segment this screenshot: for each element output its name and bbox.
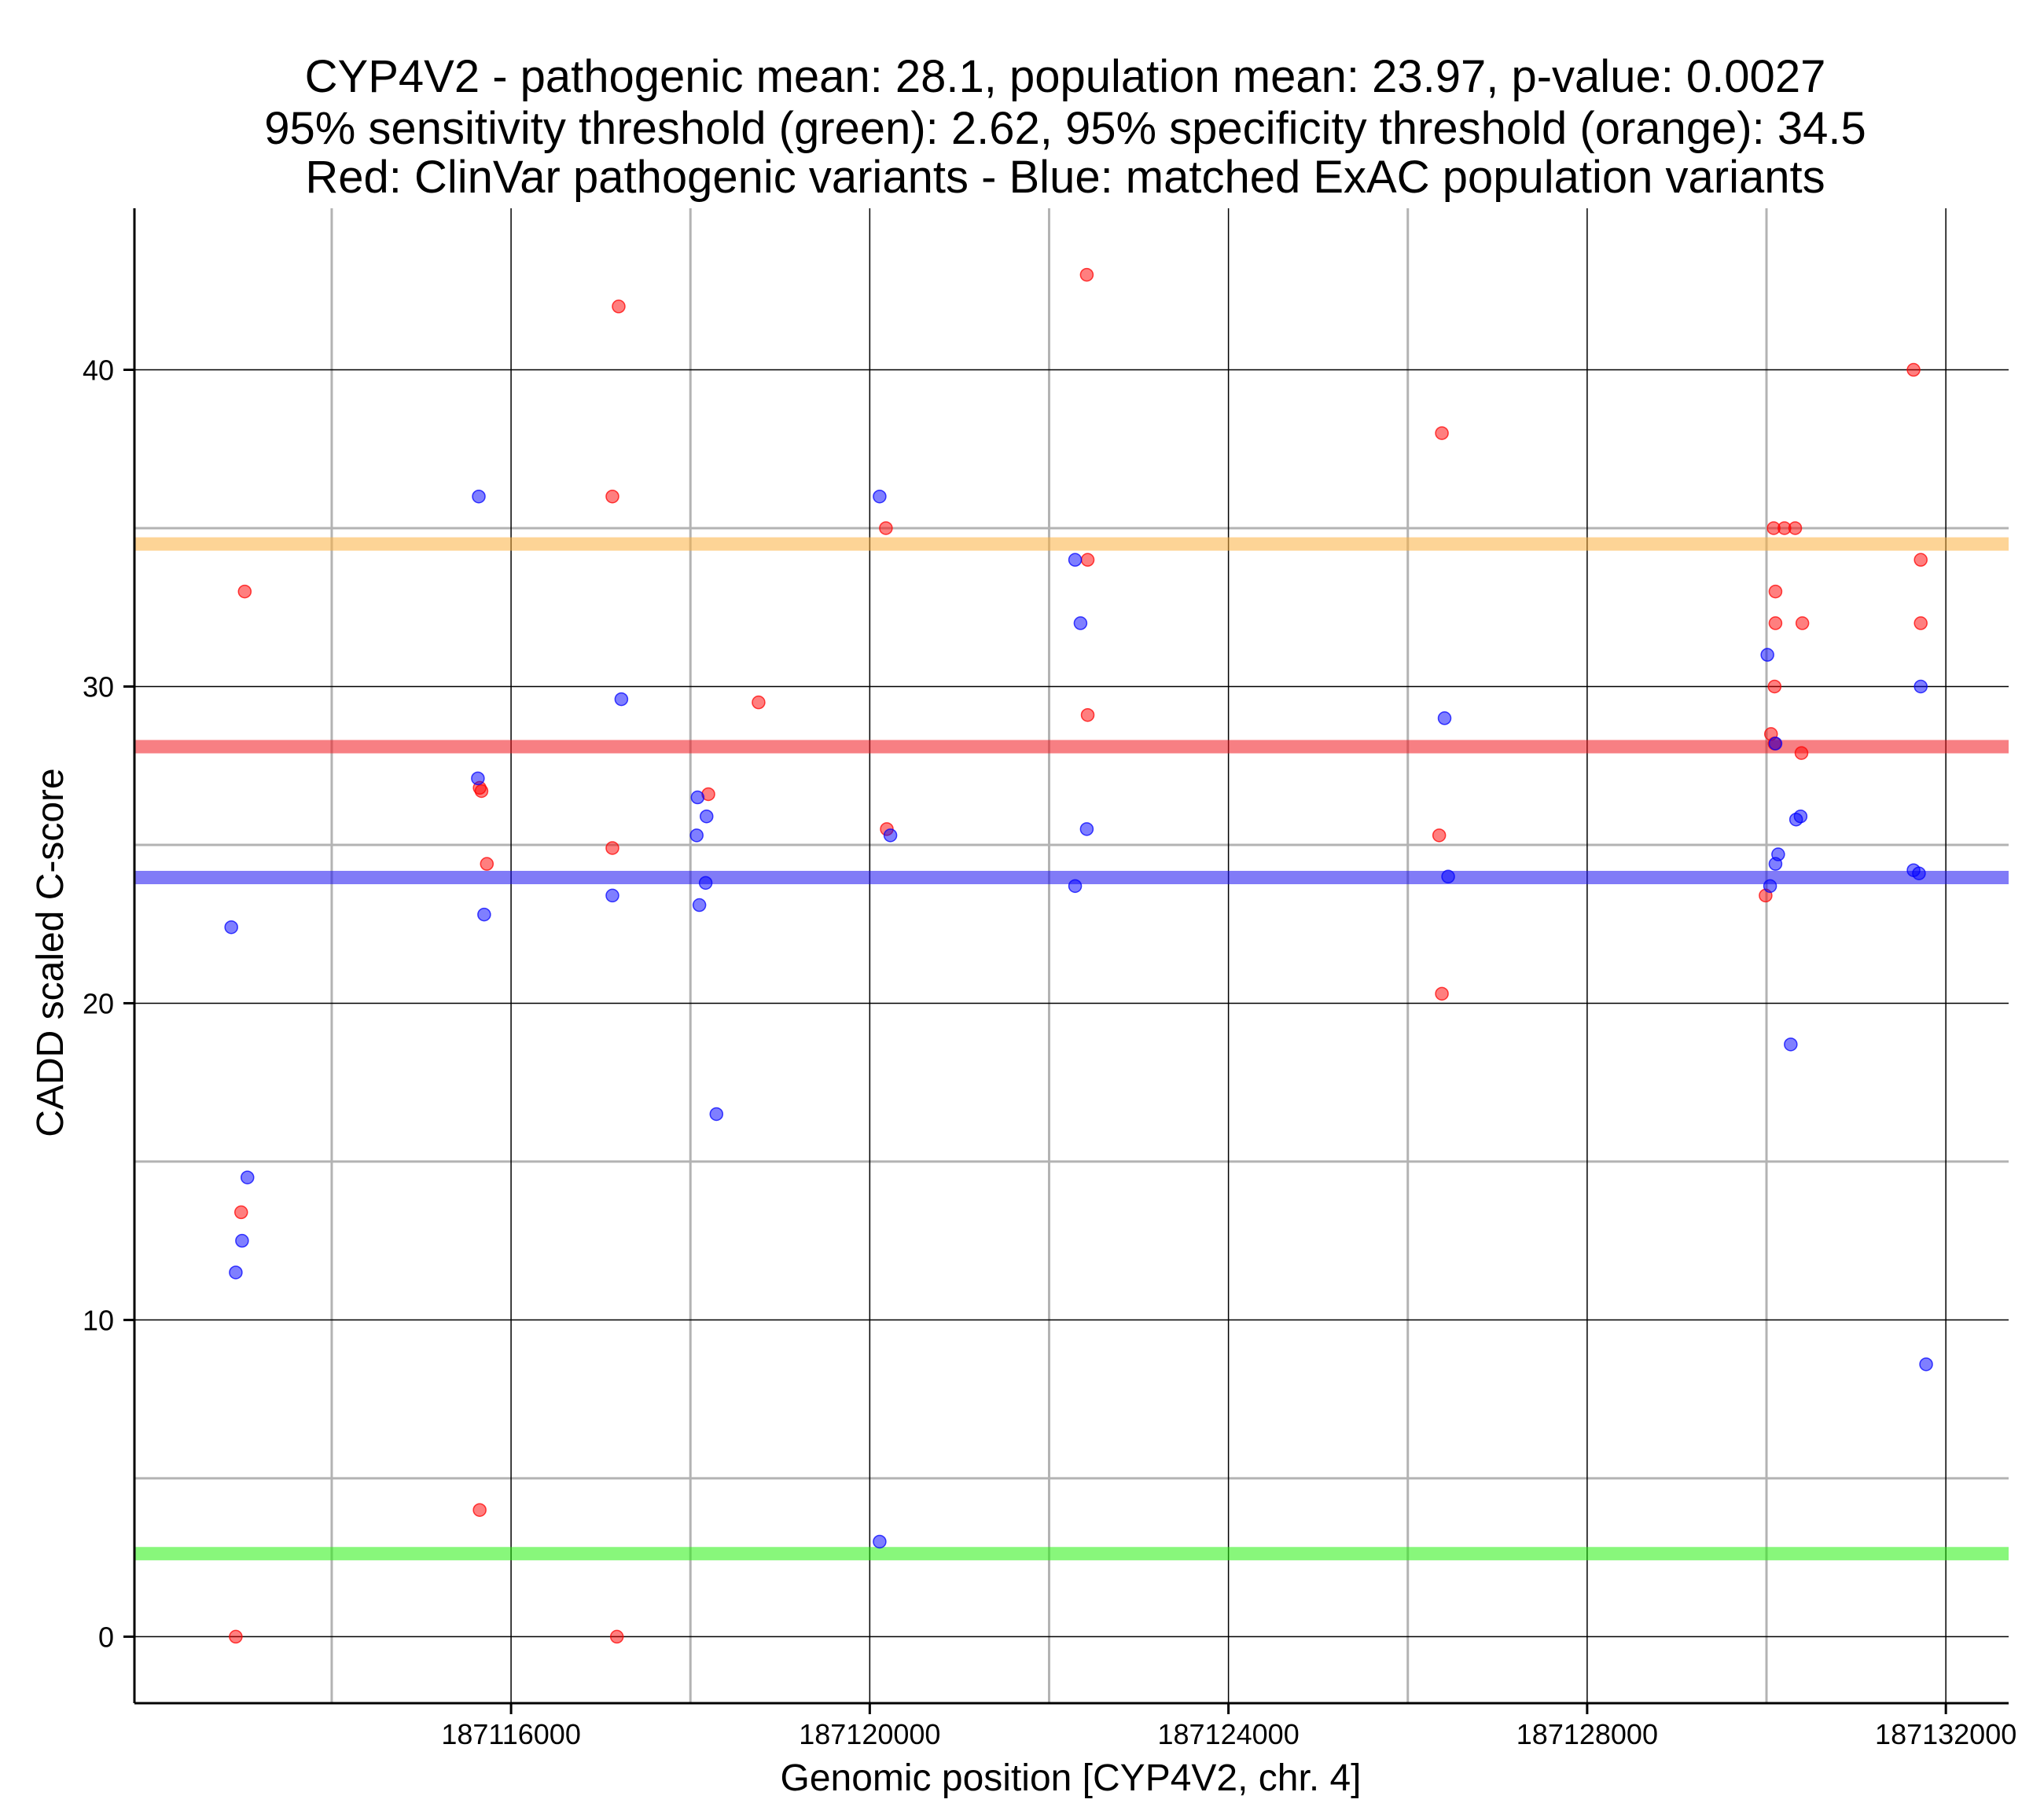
y-tick-label: 30	[83, 670, 114, 703]
pathogenic-variant-point	[474, 784, 489, 799]
population-variant-point	[477, 907, 491, 922]
population-variant-point	[240, 1170, 255, 1184]
title-line-1: CYP4V2 - pathogenic mean: 28.1, populati…	[305, 51, 1826, 102]
population-variant-point	[692, 898, 707, 913]
y-tick-label: 40	[83, 354, 114, 387]
population-variant-point	[873, 1534, 887, 1549]
pathogenic-variant-point	[1435, 426, 1449, 440]
population-variant-point	[1919, 1357, 1933, 1372]
population-variant-point	[1068, 879, 1083, 894]
pathogenic-variant-point	[480, 857, 494, 871]
y-tick-label: 10	[83, 1304, 114, 1336]
pathogenic-variant-point	[609, 1629, 624, 1644]
population-variant-point	[690, 790, 705, 805]
x-tick-label: 187132000	[1875, 1718, 2016, 1750]
pathogenic-variant-point	[237, 584, 252, 599]
pathogenic-variant-point	[612, 299, 626, 314]
population-variant-point	[1768, 857, 1783, 871]
pathogenic-variant-point	[1794, 746, 1809, 760]
population-variant-point	[1793, 809, 1808, 824]
population-variant-point	[614, 692, 629, 707]
population-variant-point	[1073, 616, 1088, 630]
axis-ticks: 187116000 187120000 187124000 187128000 1871…	[83, 354, 2016, 1750]
x-tick-label: 187120000	[799, 1718, 940, 1750]
population-variant-point	[1784, 1037, 1798, 1052]
population-variant-point	[1441, 869, 1455, 884]
y-tick-label: 0	[98, 1621, 114, 1653]
pathogenic-variant-point	[1768, 616, 1783, 630]
pathogenic-variant-point	[1913, 553, 1928, 567]
y-tick-label: 20	[83, 987, 114, 1019]
pathogenic-variant-point	[605, 489, 619, 504]
pathogenic-variants-series	[229, 267, 1928, 1644]
population-variant-point	[1763, 879, 1777, 894]
population-variant-point	[689, 828, 704, 843]
population-variant-point	[709, 1107, 724, 1122]
population-variant-point	[699, 809, 714, 824]
population-variant-point	[1768, 736, 1783, 751]
population-variant-point	[224, 920, 238, 935]
pathogenic-variant-point	[879, 521, 893, 535]
population-variant-point	[698, 876, 713, 890]
pathogenic-variant-point	[1435, 986, 1449, 1001]
pathogenic-variant-point	[752, 695, 766, 710]
population-variant-point	[1912, 866, 1926, 880]
grid-layer	[134, 208, 2009, 1703]
x-tick-label: 187128000	[1516, 1718, 1658, 1750]
pathogenic-variant-point	[1080, 553, 1095, 567]
population-variant-point	[1079, 822, 1094, 836]
population-variant-point	[1913, 679, 1928, 694]
pathogenic-variant-point	[1079, 267, 1094, 282]
population-variant-point	[235, 1233, 249, 1248]
pathogenic-variant-point	[233, 1205, 248, 1220]
pathogenic-variant-point	[1768, 584, 1783, 599]
population-variant-point	[1437, 711, 1452, 725]
population-variant-point	[1760, 648, 1774, 662]
reference-lines	[134, 537, 2009, 1561]
pathogenic-variant-point	[1795, 616, 1810, 630]
chart-title: CYP4V2 - pathogenic mean: 28.1, populati…	[264, 51, 1866, 203]
title-line-3: Red: ClinVar pathogenic variants - Blue:…	[305, 152, 1825, 203]
pathogenic-variant-point	[1913, 616, 1928, 630]
population-variant-point	[471, 771, 485, 786]
pathogenic-variant-point	[605, 841, 619, 855]
title-line-2: 95% sensitivity threshold (green): 2.62,…	[264, 103, 1866, 154]
population-variants-series	[224, 489, 1933, 1549]
population-variant-point	[873, 489, 887, 504]
pathogenic-variant-point	[472, 1503, 487, 1517]
pathogenic-variant-point	[1906, 362, 1921, 377]
population-variant-point	[1068, 553, 1083, 567]
pathogenic-variant-point	[1432, 828, 1447, 843]
pathogenic-variant-point	[1788, 521, 1803, 535]
population-variant-point	[472, 489, 486, 504]
pathogenic-variant-point	[229, 1629, 243, 1644]
data-points	[224, 267, 1933, 1644]
y-axis-label: CADD scaled C-score	[30, 768, 72, 1137]
x-tick-label: 187116000	[441, 1718, 581, 1750]
x-tick-label: 187124000	[1158, 1718, 1300, 1750]
pathogenic-variant-point	[1767, 679, 1782, 694]
pathogenic-variant-point	[1080, 707, 1095, 722]
population-variant-point	[605, 888, 619, 903]
population-variant-point	[229, 1265, 243, 1280]
x-axis-label: Genomic position [CYP4V2, chr. 4]	[780, 1757, 1361, 1799]
population-variant-point	[883, 828, 898, 843]
